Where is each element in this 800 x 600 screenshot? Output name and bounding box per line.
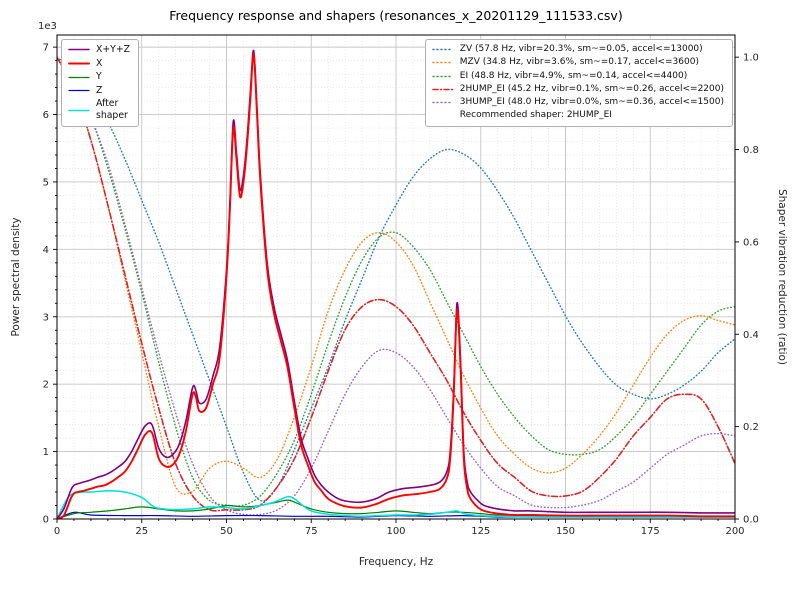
y-left-tick-label: 0: [43, 515, 49, 526]
y-axis-label-left: Power spectral density: [10, 217, 22, 337]
legend-label: After shaper: [96, 98, 128, 122]
legend-label: MZV (34.8 Hz, vibr=3.6%, sm~=0.17, accel…: [459, 57, 699, 68]
series-zv: [57, 56, 735, 502]
legend-line-sample: [68, 59, 90, 68]
x-axis-label: Frequency, Hz: [358, 556, 434, 568]
legend-label: 2HUMP_EI (45.2 Hz, vibr=0.1%, sm~=0.26, …: [459, 83, 724, 94]
legend-line-sample: [68, 86, 90, 95]
y-right-tick-label: 0.4: [743, 330, 759, 341]
legend-item: After shaper: [68, 98, 130, 121]
x-tick-label: 125: [471, 526, 490, 537]
y-left-tick-label: 6: [43, 110, 49, 121]
legend-label: 3HUMP_EI (48.0 Hz, vibr=0.0%, sm~=0.36, …: [459, 97, 724, 107]
y-left-tick-label: 7: [43, 43, 49, 54]
x-tick-label: 50: [220, 526, 233, 537]
legend-item: Y: [68, 71, 130, 83]
legend-item: ZV (57.8 Hz, vibr=20.3%, sm~=0.05, accel…: [432, 44, 724, 55]
x-tick-label: 175: [641, 526, 660, 537]
series-hump3: [57, 56, 735, 516]
series-curves: [57, 49, 735, 519]
x-tick-label: 100: [386, 526, 405, 537]
legend-line-sample: [432, 45, 454, 54]
series-after: [57, 489, 735, 519]
x-tick-label: 150: [556, 526, 575, 537]
legend-label: ZV (57.8 Hz, vibr=20.3%, sm~=0.05, accel…: [459, 44, 703, 54]
y-left-tick-label: 3: [43, 312, 49, 323]
x-tick-label: 25: [135, 526, 148, 537]
series-x: [57, 52, 735, 519]
tick-marks: [53, 46, 739, 523]
legend-line-sample: [68, 106, 90, 115]
legend-item: X+Y+Z: [68, 44, 130, 56]
series-hump2: [57, 56, 735, 512]
legend-label: EI (48.8 Hz, vibr=4.9%, sm~=0.14, accel<…: [459, 70, 688, 81]
y-right-tick-label: 0.2: [743, 422, 759, 433]
y-right-tick-label: 0.8: [743, 145, 759, 156]
psd-legend: X+Y+Z X Y Z After shaper: [61, 39, 139, 127]
tick-labels: 0 25 50 75 100 125 150 175 200 0 1 2 3 4 5 6 7 0.0 0.2 0.4 0…: [43, 43, 759, 537]
y-right-tick-label: 0.0: [743, 515, 759, 526]
legend-line-sample: [431, 85, 454, 94]
legend-item: EI (48.8 Hz, vibr=4.9%, sm~=0.14, accel<…: [432, 71, 724, 82]
y-right-tick-label: 1.0: [743, 53, 759, 64]
legend-item: X: [68, 58, 130, 70]
y-right-tick-label: 0.6: [743, 237, 759, 248]
y-left-tick-label: 5: [43, 177, 49, 188]
legend-item: MZV (34.8 Hz, vibr=3.6%, sm~=0.17, accel…: [432, 57, 724, 68]
legend-line-sample: [68, 45, 90, 54]
y-left-tick-label: 2: [43, 380, 49, 391]
y-axis-label-right: Shaper vibration reduction (ratio): [776, 188, 788, 366]
y-left-tick-label: 4: [43, 245, 49, 256]
legend-line-sample: [432, 72, 454, 81]
legend-line-sample: [432, 58, 454, 67]
legend-item: 3HUMP_EI (48.0 Hz, vibr=0.0%, sm~=0.36, …: [432, 97, 724, 108]
series-mzv: [57, 56, 735, 495]
series-ei: [57, 56, 735, 507]
y-axis-offset-label: 1e3: [38, 21, 57, 32]
legend-label: Y: [96, 71, 102, 83]
legend-label: Z: [96, 84, 103, 96]
x-tick-label: 0: [54, 526, 60, 537]
legend-label: X: [96, 57, 103, 69]
legend-label: X+Y+Z: [96, 44, 130, 55]
legend-line-sample: [432, 98, 454, 107]
chart-title: Frequency response and shapers (resonanc…: [169, 8, 623, 23]
recommended-shaper-note: Recommended shaper: 2HUMP_EI: [460, 110, 724, 121]
shaper-legend: ZV (57.8 Hz, vibr=20.3%, sm~=0.05, accel…: [424, 39, 733, 127]
legend-item: 2HUMP_EI (45.2 Hz, vibr=0.1%, sm~=0.26, …: [431, 83, 724, 95]
legend-item: Z: [68, 85, 130, 97]
legend-label: Recommended shaper: 2HUMP_EI: [459, 110, 612, 121]
y-left-tick-label: 1: [43, 447, 49, 458]
x-tick-label: 75: [305, 526, 318, 537]
legend-line-sample: [68, 73, 90, 82]
x-tick-label: 200: [725, 526, 744, 537]
